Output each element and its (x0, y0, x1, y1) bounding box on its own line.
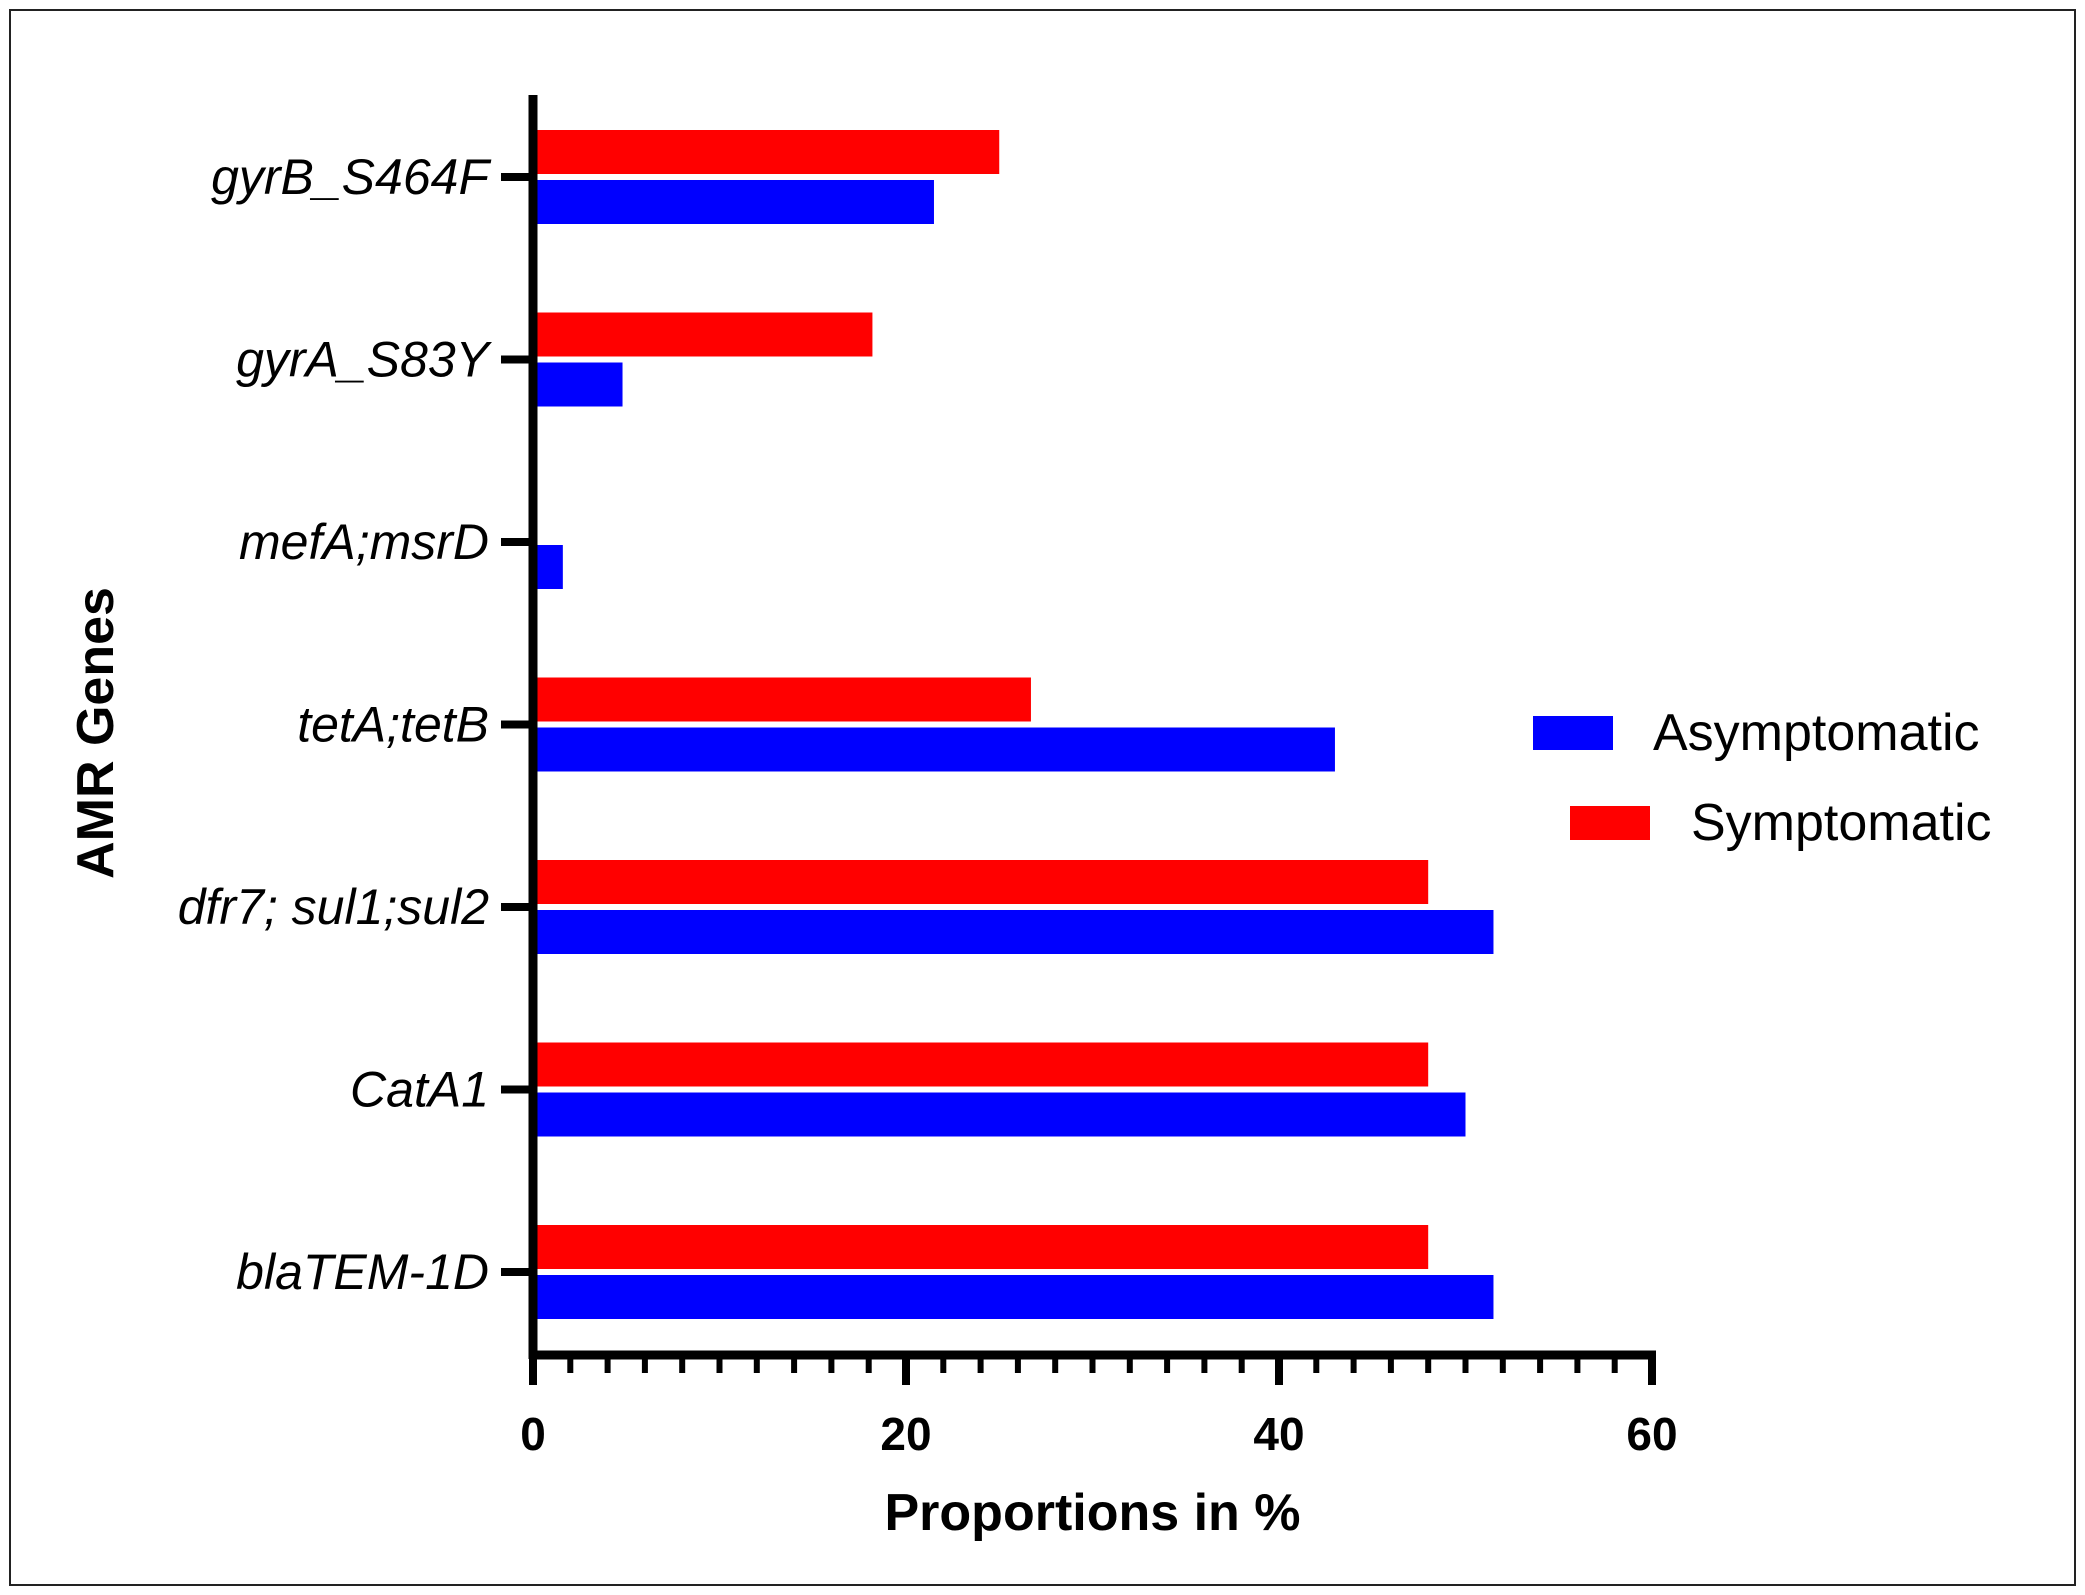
bar-asymptomatic-mefa-msrd (533, 545, 563, 589)
category-label-blatem-1d: blaTEM-1D (236, 1244, 489, 1300)
category-label-gyra-s83y: gyrA_S83Y (236, 332, 493, 388)
labels-layer: gyrB_S464F gyrA_S83Y mefA;msrD tetA;tetB dfr… (178, 149, 1678, 1460)
bar-symptomatic-dfr7-sul1-sul2 (533, 860, 1429, 904)
axes-layer (501, 95, 1656, 1385)
bar-asymptomatic-gyra-s83y (533, 362, 623, 407)
legend-label-asymptomatic: Asymptomatic (1653, 704, 1980, 762)
bar-asymptomatic-blatem-1d (533, 1275, 1494, 1319)
category-label-teta-tetb: tetA;tetB (297, 697, 489, 753)
bars-layer (533, 130, 1494, 1319)
bar-asymptomatic-cata1 (533, 1092, 1466, 1137)
figure-frame (9, 9, 2076, 1586)
legend-swatch-symptomatic (1570, 806, 1650, 840)
bar-symptomatic-blatem-1d (533, 1225, 1429, 1269)
legend: Asymptomatic Symptomatic (1533, 704, 1992, 852)
x-tick-label-20: 20 (880, 1408, 931, 1460)
bar-asymptomatic-teta-tetb (533, 727, 1335, 772)
bar-symptomatic-gyrb-s464f (533, 130, 1000, 174)
category-label-mefa-msrd: mefA;msrD (239, 514, 489, 570)
y-axis-title: AMR Genes (67, 587, 125, 879)
bar-symptomatic-gyra-s83y (533, 312, 873, 357)
legend-label-symptomatic: Symptomatic (1691, 794, 1992, 852)
x-tick-label-40: 40 (1253, 1408, 1304, 1460)
legend-swatch-asymptomatic (1533, 716, 1613, 750)
category-label-cata1: CatA1 (350, 1062, 489, 1118)
x-tick-label-0: 0 (520, 1408, 546, 1460)
bar-symptomatic-teta-tetb (533, 677, 1031, 722)
bar-symptomatic-cata1 (533, 1042, 1429, 1087)
category-label-gyrb-s464f: gyrB_S464F (211, 149, 491, 205)
bar-asymptomatic-dfr7-sul1-sul2 (533, 910, 1494, 954)
x-tick-label-60: 60 (1626, 1408, 1677, 1460)
bar-asymptomatic-gyrb-s464f (533, 180, 934, 224)
category-label-dfr7-sul1-sul2: dfr7; sul1;sul2 (178, 879, 489, 935)
x-axis-title: Proportions in % (885, 1484, 1301, 1542)
